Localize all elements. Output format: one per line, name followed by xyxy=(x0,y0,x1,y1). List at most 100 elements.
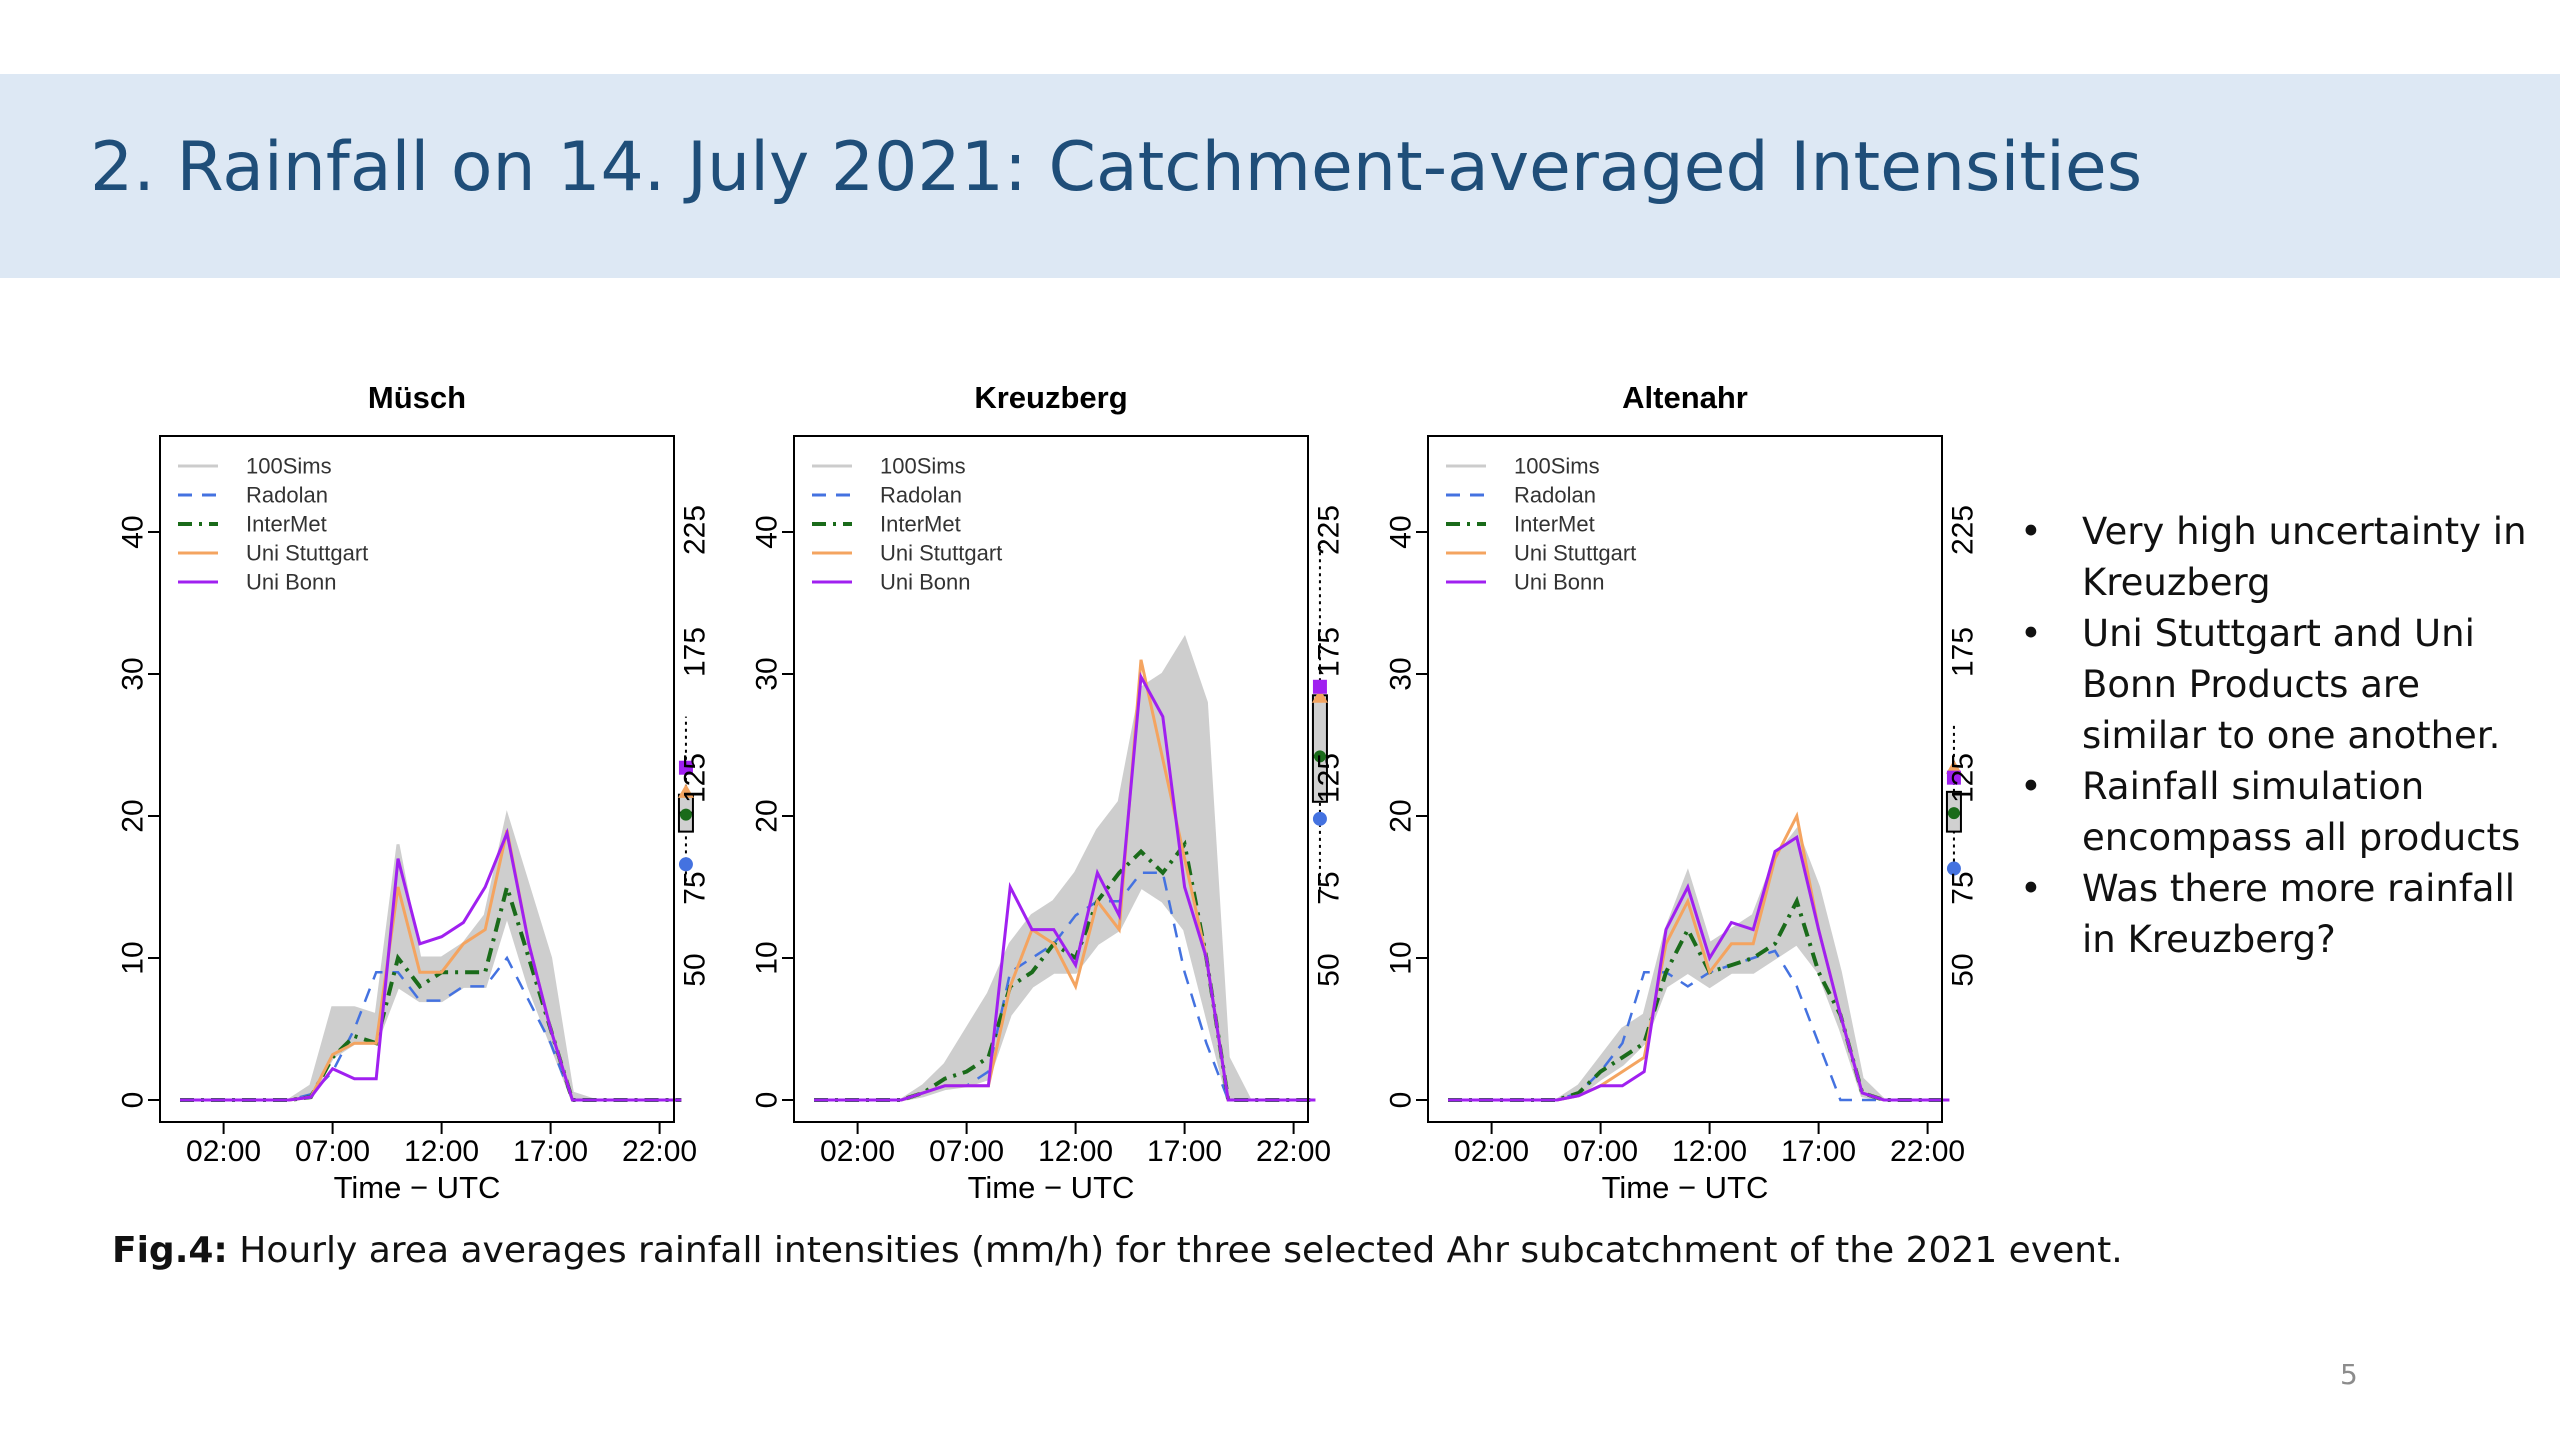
series-line-uni-bonn xyxy=(180,827,682,1102)
marker-uni-bonn xyxy=(1946,770,1961,785)
x-tick-label: 02:00 xyxy=(186,1135,261,1168)
right-axis-tick-label: 75 xyxy=(1313,871,1346,904)
legend-label: 100Sims xyxy=(1514,454,1600,479)
y-tick-label: 0 xyxy=(117,1092,150,1109)
right-axis-tick-label: 175 xyxy=(1947,627,1980,677)
legend-label: Radolan xyxy=(880,483,962,508)
chart-title: Kreuzberg xyxy=(974,380,1127,415)
x-axis-label: Time − UTC xyxy=(968,1170,1135,1205)
figure-caption: Fig.4: Hourly area averages rainfall int… xyxy=(112,1230,2123,1271)
caption-label: Fig.4: xyxy=(112,1230,228,1271)
legend-label: InterMet xyxy=(246,512,327,537)
x-tick-label: 07:00 xyxy=(1563,1135,1638,1168)
x-tick-label: 17:00 xyxy=(1147,1135,1222,1168)
plot-frame xyxy=(793,435,1309,1123)
right-axis-tick-label: 50 xyxy=(679,953,712,986)
right-axis-tick-label: 75 xyxy=(679,871,712,904)
right-axis-tick-label: 50 xyxy=(1947,953,1980,986)
legend-label: 100Sims xyxy=(246,454,332,479)
x-axis-label: Time − UTC xyxy=(334,1170,501,1205)
x-tick-label: 12:00 xyxy=(1038,1135,1113,1168)
series-line-uni-bonn xyxy=(1448,834,1950,1102)
right-axis-tick-label: 125 xyxy=(679,753,712,803)
legend-label: Uni Bonn xyxy=(880,570,971,595)
y-tick-label: 20 xyxy=(751,799,784,832)
marker-uni-stuttgart xyxy=(1311,688,1328,703)
sims-band xyxy=(814,634,1316,1102)
marker-uni-bonn xyxy=(1312,679,1327,694)
x-tick-label: 22:00 xyxy=(1256,1135,1331,1168)
right-axis-tick-label: 125 xyxy=(1313,753,1346,803)
y-tick-label: 0 xyxy=(751,1092,784,1109)
right-axis-tick-label: 225 xyxy=(1313,505,1346,555)
legend-label: Uni Stuttgart xyxy=(880,541,1002,566)
marker-radolan xyxy=(678,857,693,872)
sims-band xyxy=(180,810,682,1102)
page-number: 5 xyxy=(2340,1358,2358,1391)
x-tick-label: 22:00 xyxy=(622,1135,697,1168)
bullet-item: Rainfall simulation encompass all produc… xyxy=(2008,761,2538,863)
slide-title: 2. Rainfall on 14. July 2021: Catchment-… xyxy=(90,128,2143,207)
series-line-uni-stuttgart xyxy=(814,659,1316,1102)
legend-label: Radolan xyxy=(1514,483,1596,508)
marker-radolan xyxy=(1312,811,1327,826)
y-tick-label: 40 xyxy=(751,515,784,548)
series-line-uni-bonn xyxy=(814,671,1316,1102)
right-axis-tick-label: 225 xyxy=(679,505,712,555)
x-tick-label: 22:00 xyxy=(1890,1135,1965,1168)
bullet-item: Uni Stuttgart and Uni Bonn Products are … xyxy=(2008,608,2538,761)
legend-label: InterMet xyxy=(880,512,961,537)
legend-label: Uni Stuttgart xyxy=(1514,541,1636,566)
right-axis-tick-label: 175 xyxy=(1313,627,1346,677)
x-tick-label: 12:00 xyxy=(404,1135,479,1168)
right-axis-tick-label: 75 xyxy=(1947,871,1980,904)
right-axis-tick-label: 50 xyxy=(1313,953,1346,986)
x-tick-label: 12:00 xyxy=(1672,1135,1747,1168)
legend-label: Radolan xyxy=(246,483,328,508)
x-tick-label: 17:00 xyxy=(513,1135,588,1168)
marker-intermet xyxy=(1947,807,1960,820)
x-tick-label: 07:00 xyxy=(929,1135,1004,1168)
y-tick-label: 10 xyxy=(117,941,150,974)
y-tick-label: 10 xyxy=(1385,941,1418,974)
plot-frame xyxy=(159,435,675,1123)
legend-label: InterMet xyxy=(1514,512,1595,537)
bullet-item: Was there more rainfall in Kreuzberg? xyxy=(2008,863,2538,965)
y-tick-label: 30 xyxy=(117,657,150,690)
y-tick-label: 10 xyxy=(751,941,784,974)
y-tick-label: 30 xyxy=(1385,657,1418,690)
x-tick-label: 17:00 xyxy=(1781,1135,1856,1168)
marker-intermet xyxy=(1313,750,1326,763)
y-tick-label: 20 xyxy=(117,799,150,832)
right-axis-tick-label: 125 xyxy=(1947,753,1980,803)
x-tick-label: 02:00 xyxy=(820,1135,895,1168)
sims-band xyxy=(1448,827,1950,1102)
marker-uni-stuttgart xyxy=(677,783,694,798)
chart-title: Altenahr xyxy=(1622,380,1748,415)
right-axis-tick-label: 225 xyxy=(1947,505,1980,555)
y-tick-label: 40 xyxy=(117,515,150,548)
y-tick-label: 0 xyxy=(1385,1092,1418,1109)
bullet-list: Very high uncertainty in Kreuzberg Uni S… xyxy=(2008,506,2538,965)
y-tick-label: 40 xyxy=(1385,515,1418,548)
legend-label: 100Sims xyxy=(880,454,966,479)
chart-title: Müsch xyxy=(368,380,466,415)
legend-label: Uni Stuttgart xyxy=(246,541,368,566)
x-tick-label: 07:00 xyxy=(295,1135,370,1168)
marker-radolan xyxy=(1946,861,1961,876)
marker-intermet xyxy=(679,808,692,821)
x-tick-label: 02:00 xyxy=(1454,1135,1529,1168)
right-axis-tick-label: 175 xyxy=(679,627,712,677)
legend-label: Uni Bonn xyxy=(246,570,337,595)
title-band xyxy=(0,74,2560,278)
marker-uni-stuttgart xyxy=(1945,759,1962,774)
plot-frame xyxy=(1427,435,1943,1123)
y-tick-label: 20 xyxy=(1385,799,1418,832)
bullet-item: Very high uncertainty in Kreuzberg xyxy=(2008,506,2538,608)
legend-label: Uni Bonn xyxy=(1514,570,1605,595)
caption-text: Hourly area averages rainfall intensitie… xyxy=(227,1230,2123,1271)
y-tick-label: 30 xyxy=(751,657,784,690)
x-axis-label: Time − UTC xyxy=(1602,1170,1769,1205)
marker-uni-bonn xyxy=(678,760,693,775)
